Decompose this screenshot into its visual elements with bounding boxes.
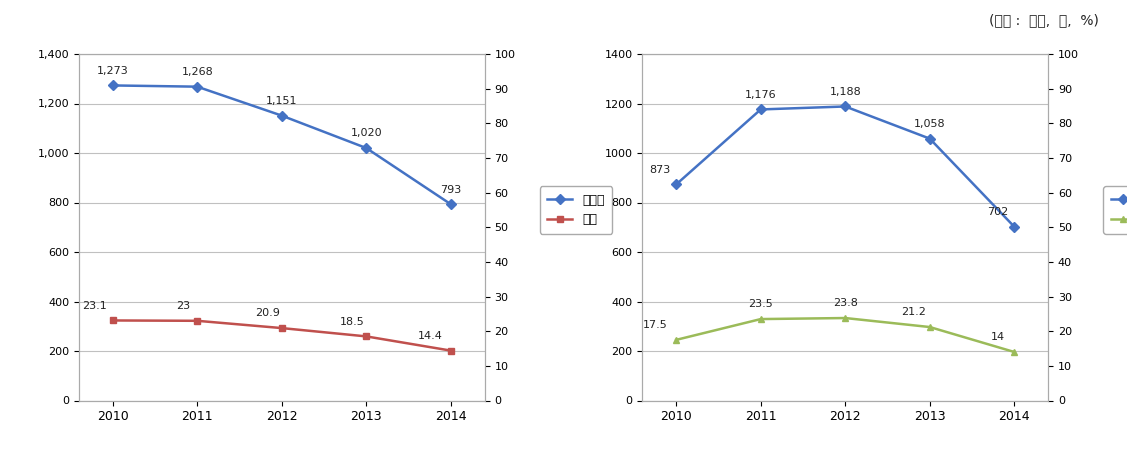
Text: 1,273: 1,273 — [97, 66, 128, 76]
Legend: 구축액, 비중: 구축액, 비중 — [540, 186, 612, 234]
구축액 — [190, 84, 204, 90]
Text: 1,058: 1,058 — [914, 119, 946, 129]
Text: (단위 :  억원,  개,  %): (단위 : 억원, 개, %) — [990, 14, 1099, 27]
Text: 1,020: 1,020 — [350, 128, 382, 138]
구축액 — [444, 202, 458, 207]
Text: 23.5: 23.5 — [748, 299, 773, 309]
구축액 — [106, 83, 119, 88]
Text: 1,176: 1,176 — [745, 90, 777, 100]
Text: 702: 702 — [987, 207, 1009, 217]
Line: 비중: 비중 — [673, 315, 1018, 356]
Text: 873: 873 — [649, 165, 671, 175]
Text: 14: 14 — [991, 332, 1004, 342]
구축수 — [669, 182, 683, 187]
Text: 23.1: 23.1 — [82, 301, 107, 311]
비중 — [923, 324, 937, 330]
구축액 — [275, 113, 289, 118]
구축수 — [923, 136, 937, 141]
Text: 20.9: 20.9 — [256, 308, 281, 318]
비중 — [669, 337, 683, 342]
Text: 21.2: 21.2 — [900, 307, 925, 317]
비중 — [444, 348, 458, 353]
구축수 — [1008, 224, 1021, 230]
Text: 1,188: 1,188 — [829, 87, 861, 97]
Text: 18.5: 18.5 — [340, 317, 365, 327]
Text: 23.8: 23.8 — [833, 298, 858, 308]
Text: 23: 23 — [176, 301, 190, 311]
구축액 — [360, 145, 373, 151]
Line: 구축액: 구축액 — [109, 82, 454, 208]
Text: 793: 793 — [441, 184, 461, 194]
Legend: 구축수, 비중: 구축수, 비중 — [1103, 186, 1127, 234]
비중 — [106, 318, 119, 323]
비중 — [360, 334, 373, 339]
Text: 17.5: 17.5 — [644, 320, 667, 330]
Line: 비중: 비중 — [109, 317, 454, 354]
비중 — [838, 315, 852, 321]
비중 — [190, 318, 204, 324]
구축수 — [838, 104, 852, 109]
비중 — [1008, 349, 1021, 355]
Text: 14.4: 14.4 — [417, 331, 443, 341]
Text: 1,268: 1,268 — [181, 67, 213, 77]
Line: 구축수: 구축수 — [673, 103, 1018, 230]
비중 — [754, 316, 767, 322]
Text: 1,151: 1,151 — [266, 96, 298, 106]
비중 — [275, 325, 289, 331]
구축수 — [754, 107, 767, 112]
